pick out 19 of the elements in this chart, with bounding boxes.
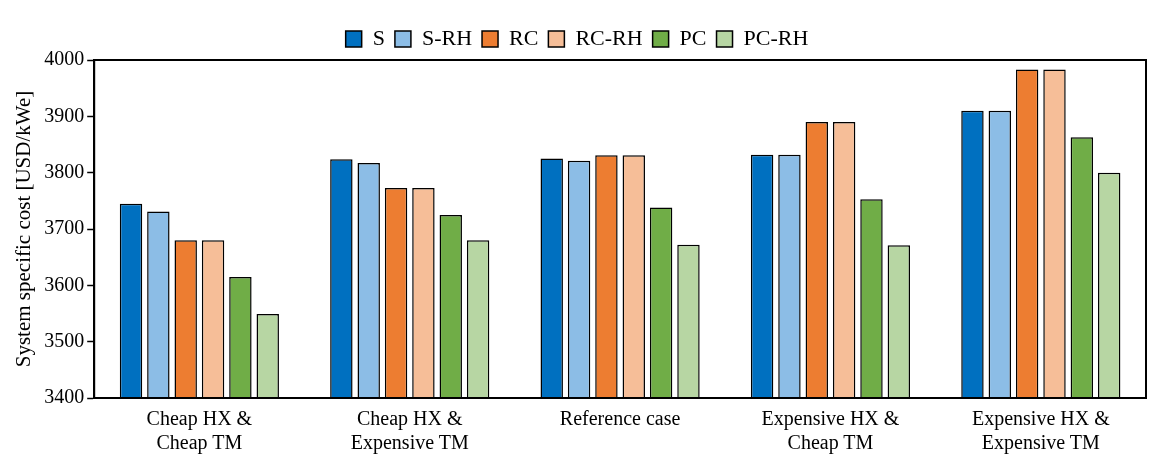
y-tick-label: 3900 (44, 103, 85, 126)
x-tick-label: Cheap HX & Expensive TM (350, 407, 469, 455)
y-tick-label: 3600 (44, 272, 85, 295)
y-tick-label: 3500 (44, 328, 85, 351)
legend-label: S-RH (421, 24, 473, 50)
legend-label: S (372, 24, 385, 50)
y-axis-title: System specific cost [USD/kWe] (11, 90, 36, 368)
y-tick-label: 3400 (44, 385, 85, 408)
y-tick-label: 3700 (44, 216, 85, 239)
y-tick-label: 3800 (44, 159, 85, 182)
x-tick-label: Reference case (559, 407, 681, 430)
x-tick-label: Cheap HX & Cheap TM (146, 407, 253, 455)
legend-label: RC-RH (575, 24, 643, 50)
x-tick-label: Expensive HX & Expensive TM (971, 407, 1111, 455)
x-tick-label: Expensive HX & Cheap TM (761, 407, 900, 455)
legend-label: RC (509, 24, 539, 50)
legend-label: PC (679, 24, 707, 50)
legend-label: PC-RH (743, 24, 809, 50)
y-tick-label: 4000 (44, 47, 85, 70)
